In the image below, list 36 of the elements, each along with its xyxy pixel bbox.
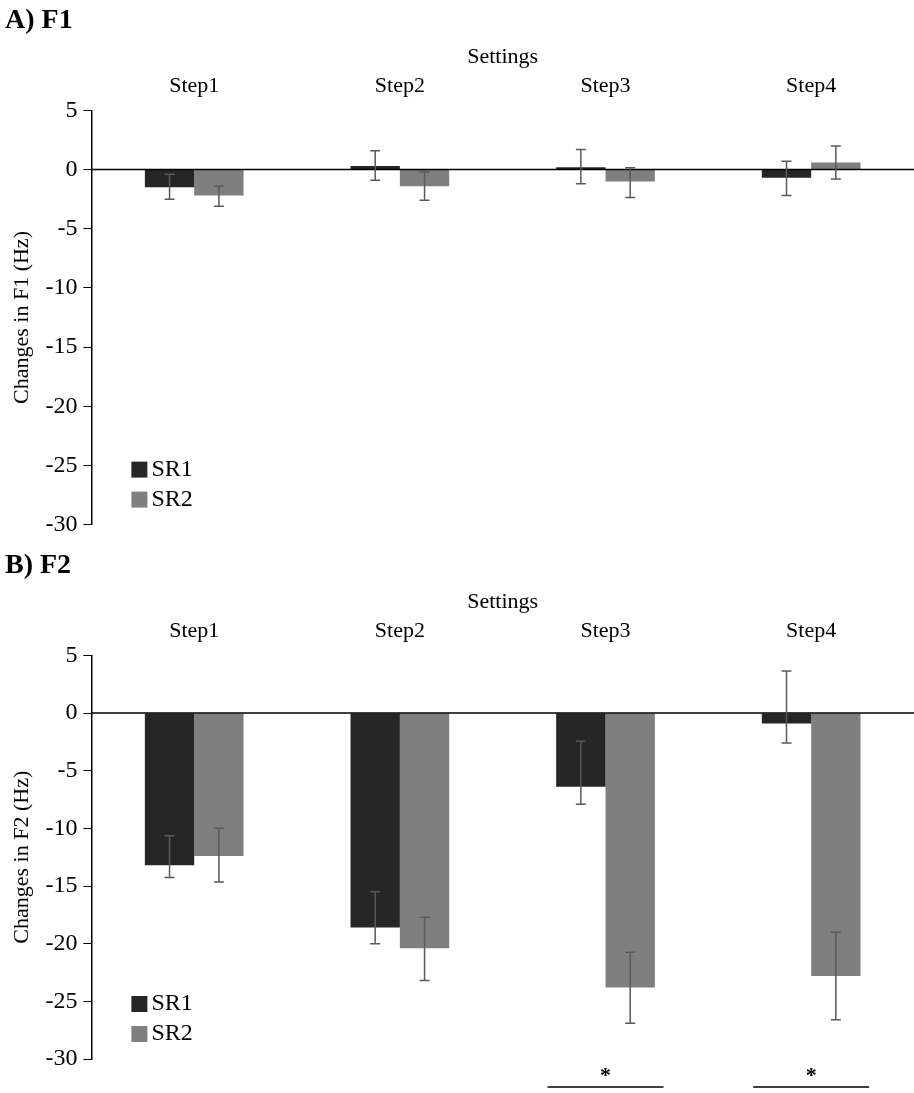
legend-label: SR2 (151, 1019, 193, 1046)
y-axis-title: Changes in F2 (Hz) (7, 770, 33, 944)
legend-label: SR2 (151, 484, 193, 511)
y-tick-label: -10 (45, 273, 78, 300)
chart-title: A) F1 (5, 3, 73, 35)
y-tick-label: 5 (65, 95, 78, 122)
x-axis-title: Settings (467, 587, 539, 613)
chart-title: B) F2 (5, 548, 72, 580)
y-tick-label: -20 (45, 928, 78, 955)
y-tick-label: -30 (45, 1044, 78, 1071)
legend-label: SR1 (151, 989, 193, 1016)
y-tick-label: -15 (45, 332, 78, 359)
y-tick-label: -25 (45, 450, 78, 477)
y-tick-label: -15 (45, 871, 78, 898)
y-tick-label: -30 (45, 509, 78, 536)
text: * (805, 1061, 817, 1087)
x-tick-label: Step1 (169, 71, 220, 97)
y-tick-label: 0 (65, 698, 78, 725)
y-tick-label: -25 (45, 986, 78, 1013)
y-tick-label: -5 (57, 756, 78, 783)
x-tick-label: Step2 (374, 71, 425, 97)
x-tick-label: Step3 (580, 71, 631, 97)
y-tick-label: 0 (65, 154, 78, 181)
y-tick-label: -20 (45, 391, 78, 418)
text: * (600, 1061, 612, 1087)
y-axis-title: Changes in F1 (Hz) (7, 231, 33, 404)
x-tick-label: Step4 (786, 616, 837, 642)
x-axis-title: Settings (467, 42, 539, 68)
x-tick-label: Step4 (786, 71, 837, 97)
legend-label: SR1 (151, 454, 193, 481)
x-tick-label: Step3 (580, 616, 631, 642)
x-tick-label: Step1 (169, 616, 220, 642)
x-tick-label: Step2 (374, 616, 425, 642)
y-tick-label: -10 (45, 813, 78, 840)
y-tick-label: -5 (57, 214, 78, 241)
y-tick-label: 5 (65, 640, 78, 667)
